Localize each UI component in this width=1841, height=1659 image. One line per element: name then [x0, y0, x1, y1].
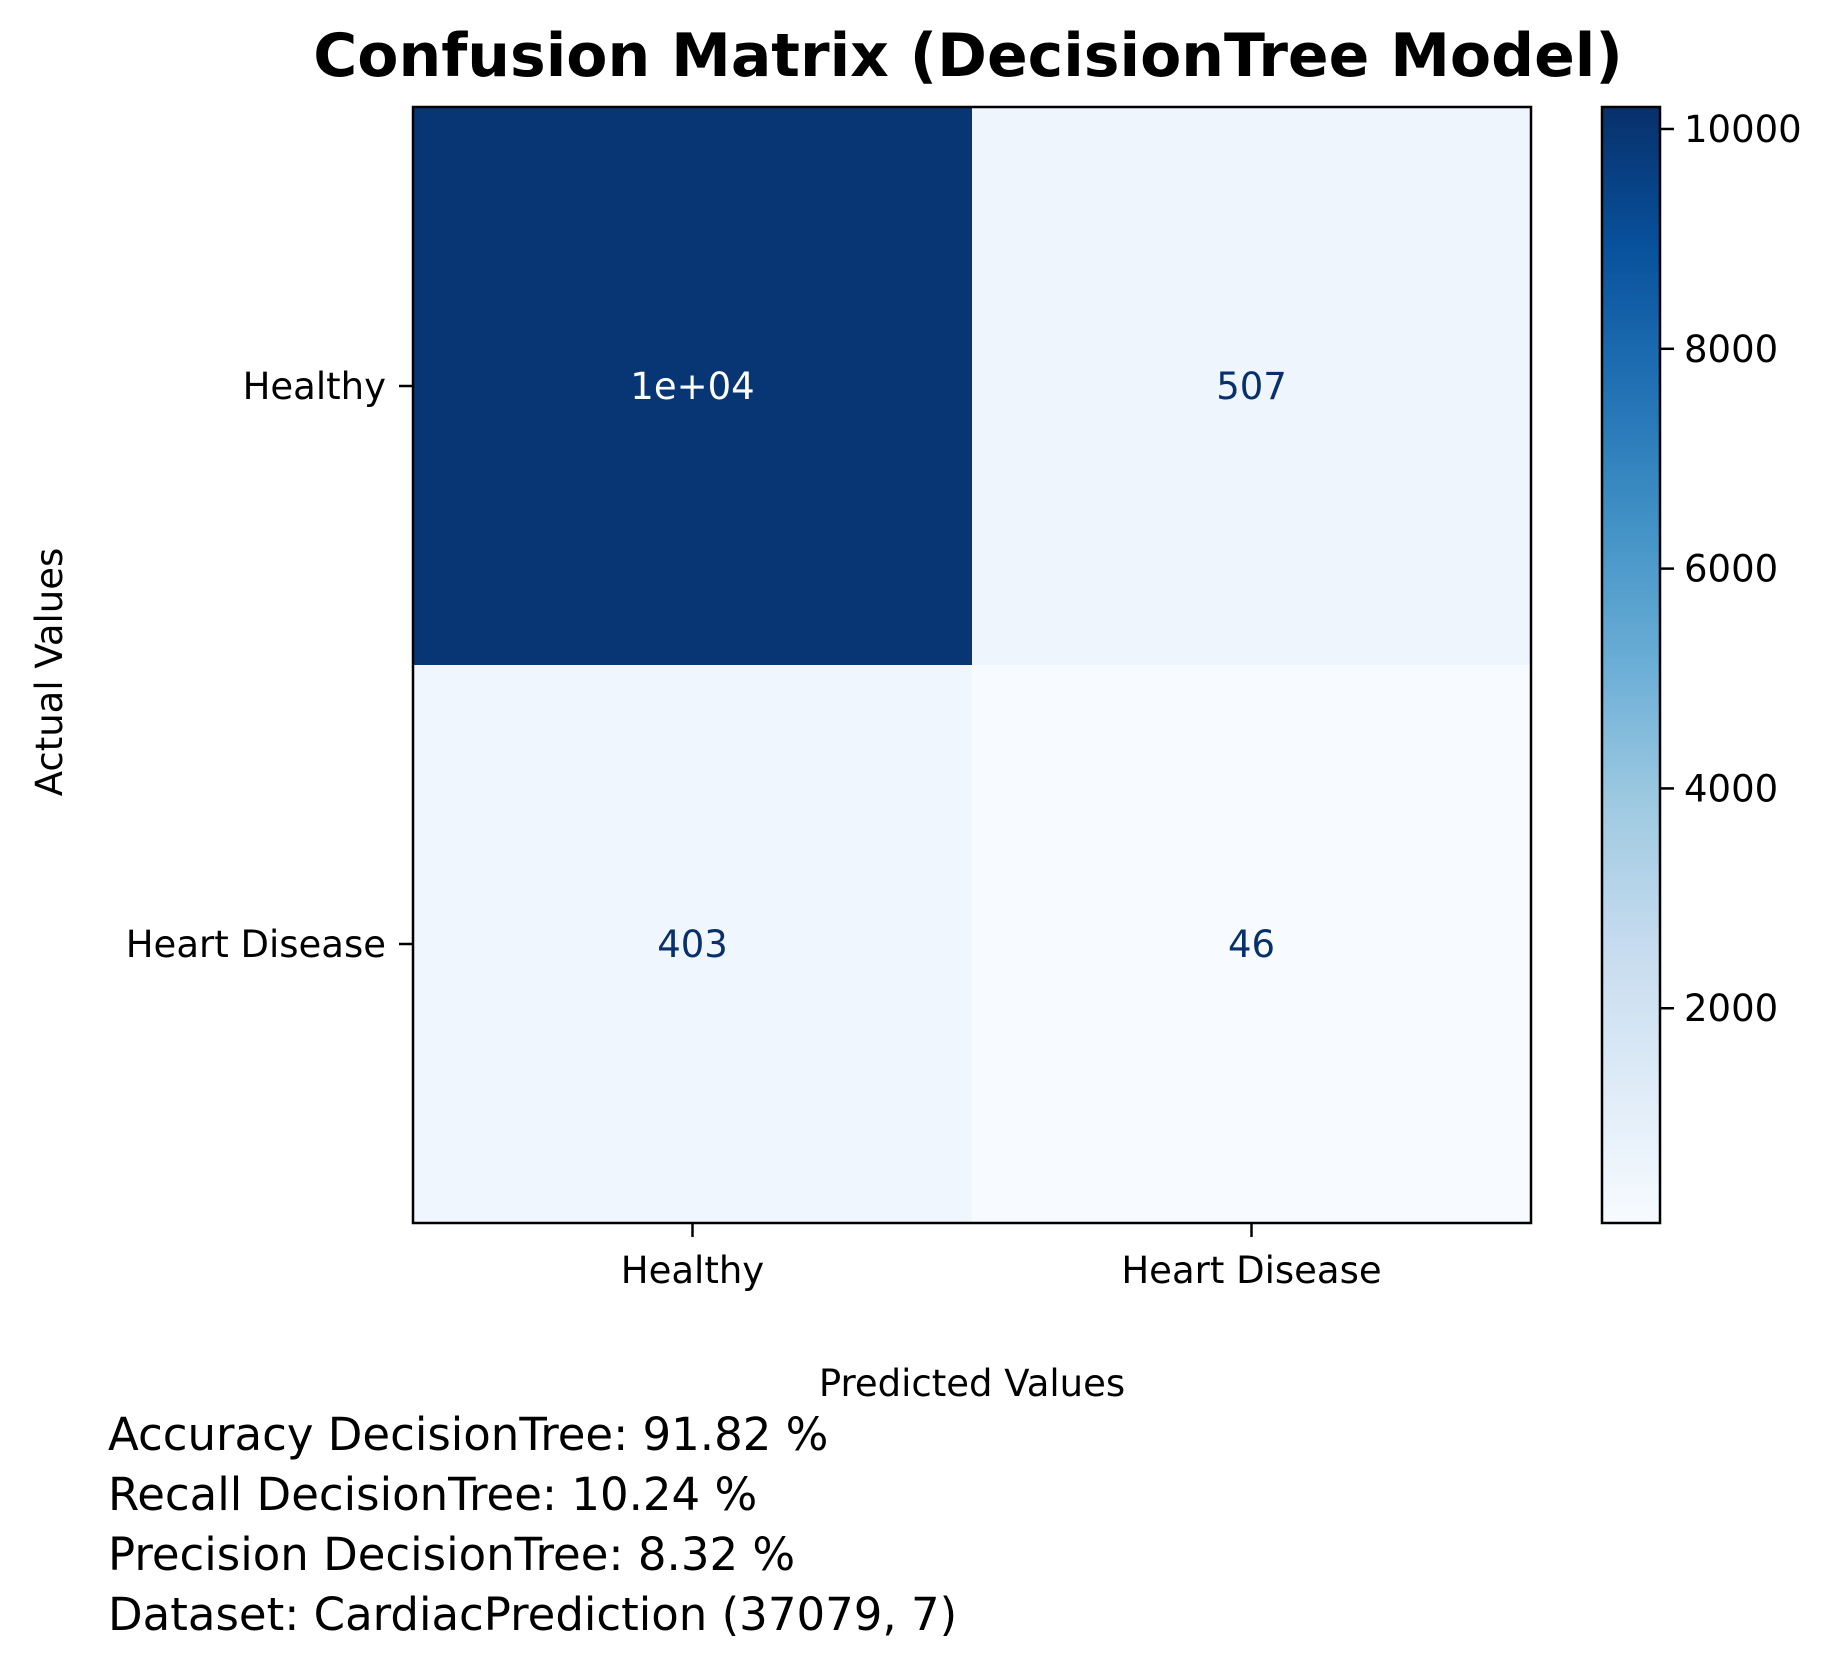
accuracy-metric: Accuracy DecisionTree: 91.82 %	[108, 1408, 829, 1461]
cell-value-label-r0-c0: 1e+04	[630, 365, 754, 408]
heatmap-cell-r0-c0	[413, 107, 973, 666]
precision-metric: Precision DecisionTree: 8.32 %	[108, 1528, 796, 1581]
dataset-info: Dataset: CardiacPrediction (37079, 7)	[108, 1588, 958, 1641]
heatmap-cell-r1-c0	[413, 665, 973, 1224]
colorbar-tick-label: 2000	[1684, 987, 1778, 1030]
x-tick-label: Heart Disease	[1121, 1249, 1381, 1292]
y-tick-label: Heart Disease	[126, 923, 386, 966]
metrics-text-block: Accuracy DecisionTree: 91.82 % Recall De…	[108, 1405, 957, 1645]
colorbar-tick-label: 8000	[1684, 328, 1778, 371]
cell-value-label-r1-c1: 46	[1228, 923, 1275, 966]
colorbar-tick-label: 6000	[1684, 548, 1778, 591]
colorbar-tick-label: 4000	[1684, 767, 1778, 810]
colorbar-gradient	[1602, 107, 1660, 1223]
cell-value-label-r0-c1: 507	[1216, 365, 1287, 408]
colorbar-frame	[1600, 105, 1662, 1225]
y-axis-label: Actual Values	[28, 548, 71, 797]
chart-title: Confusion Matrix (DecisionTree Model)	[313, 21, 1623, 91]
y-tick-label: Healthy	[243, 365, 386, 408]
cell-value-label-r1-c0: 403	[657, 923, 728, 966]
x-tick-label: Healthy	[621, 1249, 764, 1292]
recall-metric: Recall DecisionTree: 10.24 %	[108, 1468, 758, 1521]
heatmap-cell-r0-c1	[972, 107, 1532, 666]
plot-frame	[411, 105, 1533, 1225]
heatmap-cell-r1-c1	[972, 665, 1532, 1224]
colorbar-tick-label: 10000	[1684, 108, 1802, 151]
x-axis-label: Predicted Values	[819, 1362, 1125, 1405]
